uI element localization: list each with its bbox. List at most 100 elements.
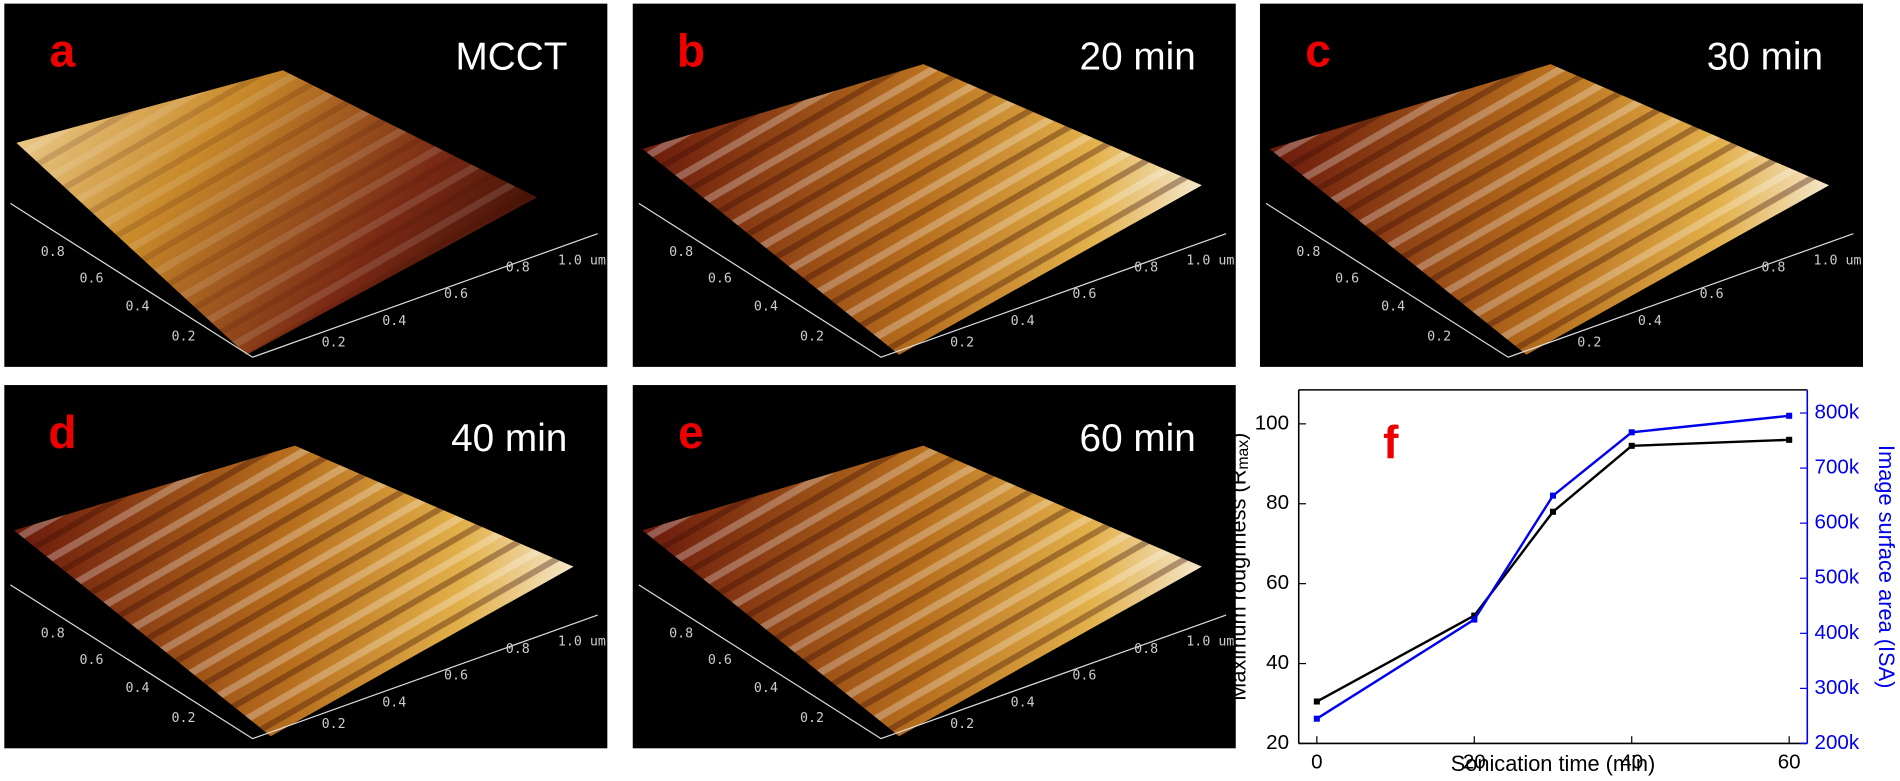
axis-tick-label: 0.6 [1072, 287, 1096, 302]
axis-tick-label: 0.2 [800, 711, 824, 726]
axis-tick-label: 0.8 [669, 626, 693, 641]
axis-tick-label: 0.8 [1134, 642, 1158, 657]
y2-tick-label: 400k [1815, 621, 1860, 644]
data-point [1313, 715, 1320, 722]
panel-letter: b [677, 25, 705, 77]
surface-texture [16, 70, 538, 355]
panel-title: 60 min [1080, 417, 1196, 460]
axis-tick-label: 0.2 [322, 336, 346, 351]
y-axis-label-part: Maximum roughness (R [1225, 470, 1250, 701]
series-line [1316, 438, 1790, 703]
data-point [1628, 429, 1635, 436]
axis-tick-label: 0.8 [41, 626, 65, 641]
panel-letter: d [48, 406, 76, 458]
data-point [1313, 698, 1320, 705]
afm-panel: 0.8 0.6 0.4 0.2 0.2 0.4 0.6 0.8 1.0 um a MCCT [4, 3, 608, 367]
y2-axis-label: Image surface area (ISA) [1874, 445, 1899, 688]
y2-tick-label: 200k [1815, 731, 1860, 754]
data-point [1549, 508, 1557, 515]
y2-tick-label: 300k [1815, 676, 1860, 699]
panel-title: 30 min [1707, 36, 1823, 79]
afm-panel: 0.8 0.6 0.4 0.2 0.2 0.4 0.6 0.8 1.0 um e 60 min [632, 385, 1236, 749]
data-point [1628, 442, 1635, 449]
y-axis-label: Maximum roughness (Rmax) [1225, 433, 1252, 701]
axis-tick-label: 0.4 [1011, 314, 1035, 329]
axis-tick-label: 0.6 [444, 287, 468, 302]
axis-tick-label: 0.6 [708, 653, 732, 668]
axis-tick-label: 0.2 [322, 717, 346, 732]
axis-tick-label: 1.0 um [1814, 253, 1862, 268]
axis-tick-label: 0.8 [506, 642, 530, 657]
surface-texture [642, 445, 1202, 737]
surface-texture [14, 445, 574, 737]
axis-tick-label: 0.6 [708, 271, 732, 286]
axis-tick-label: 0.8 [1761, 261, 1785, 276]
axis-tick-label: 0.6 [444, 669, 468, 684]
y2-tick-label: 800k [1815, 400, 1860, 423]
y-tick-label: 40 [1266, 651, 1289, 674]
axis-tick-label: 0.8 [1134, 261, 1158, 276]
afm-panel: 0.8 0.6 0.4 0.2 0.2 0.4 0.6 0.8 1.0 um c 30 min [1259, 3, 1863, 367]
axis-tick-label: 1.0 um [558, 635, 606, 650]
axis-tick-label: 0.4 [1638, 314, 1662, 329]
data-point [1471, 612, 1478, 619]
axis-tick-label: 0.8 [41, 245, 65, 260]
axis-tick-label: 0.2 [172, 330, 196, 345]
x-tick-label: 60 [1778, 750, 1801, 773]
chart: 20 40 60 80 100 200k 300k 400k 500k 600k 700k 800k 0… [1225, 389, 1899, 776]
y-tick-label: 60 [1266, 571, 1289, 594]
axis-line [638, 202, 1227, 358]
data-point [1549, 492, 1557, 499]
axis-tick-label: 0.6 [79, 653, 103, 668]
axis-tick-label: 0.4 [382, 695, 406, 710]
axis-tick-label: 1.0 um [1186, 635, 1234, 650]
axis-line [10, 202, 598, 358]
axis-tick-label: 0.4 [754, 681, 778, 696]
x-axis-label: Sonication time (min) [1451, 751, 1656, 776]
axis-tick-label: 0.8 [1296, 245, 1320, 260]
panel-letter: e [678, 406, 704, 458]
axis-tick-label: 0.2 [1427, 330, 1451, 345]
axis-tick-label: 0.4 [382, 314, 406, 329]
axis-tick-label: 0.6 [1700, 287, 1724, 302]
data-point [1786, 436, 1793, 443]
axis-tick-label: 0.6 [1335, 271, 1359, 286]
axis-tick-label: 0.4 [1381, 299, 1405, 314]
axis-tick-label: 0.8 [669, 245, 693, 260]
y2-tick-label: 500k [1815, 566, 1860, 589]
axis-tick-label: 0.8 [506, 261, 530, 276]
panel-title: MCCT [455, 36, 567, 79]
x-tick-label: 40 [1620, 750, 1643, 773]
y-axis-label-sub: max [1235, 440, 1252, 470]
axis-tick-label: 0.4 [126, 681, 150, 696]
axis-line [10, 584, 598, 740]
axis-tick-label: 1.0 um [1186, 253, 1234, 268]
x-tick-label: 20 [1463, 750, 1486, 773]
surface-texture [1269, 64, 1830, 355]
axis-tick-label: 0.2 [950, 336, 974, 351]
axis-line [1265, 202, 1854, 358]
axis-tick-label: 0.4 [1011, 695, 1035, 710]
y-tick-label: 80 [1266, 491, 1289, 514]
afm-panel: 0.8 0.6 0.4 0.2 0.2 0.4 0.6 0.8 1.0 um b 20 min [632, 3, 1236, 367]
axis-tick-label: 0.2 [172, 711, 196, 726]
axis-tick-label: 0.2 [800, 330, 824, 345]
x-tick-label: 0 [1311, 750, 1322, 773]
y-tick-label: 100 [1255, 411, 1289, 434]
axis-tick-label: 0.4 [754, 299, 778, 314]
axis-tick-label: 0.4 [126, 299, 150, 314]
panel-letter: f [1383, 416, 1399, 468]
axis-line [638, 584, 1227, 740]
data-point [1786, 412, 1793, 419]
afm-panel: 0.8 0.6 0.4 0.2 0.2 0.4 0.6 0.8 1.0 um d 40 min [4, 385, 608, 749]
axis-tick-label: 0.6 [79, 271, 103, 286]
data-point [1471, 616, 1478, 623]
surface-texture [642, 64, 1202, 355]
y2-tick-label: 700k [1815, 456, 1860, 479]
axis-tick-label: 0.2 [1577, 336, 1601, 351]
panel-letter: a [50, 25, 76, 77]
y-tick-label: 20 [1266, 731, 1289, 754]
y-axis-label-part: ) [1225, 433, 1250, 440]
